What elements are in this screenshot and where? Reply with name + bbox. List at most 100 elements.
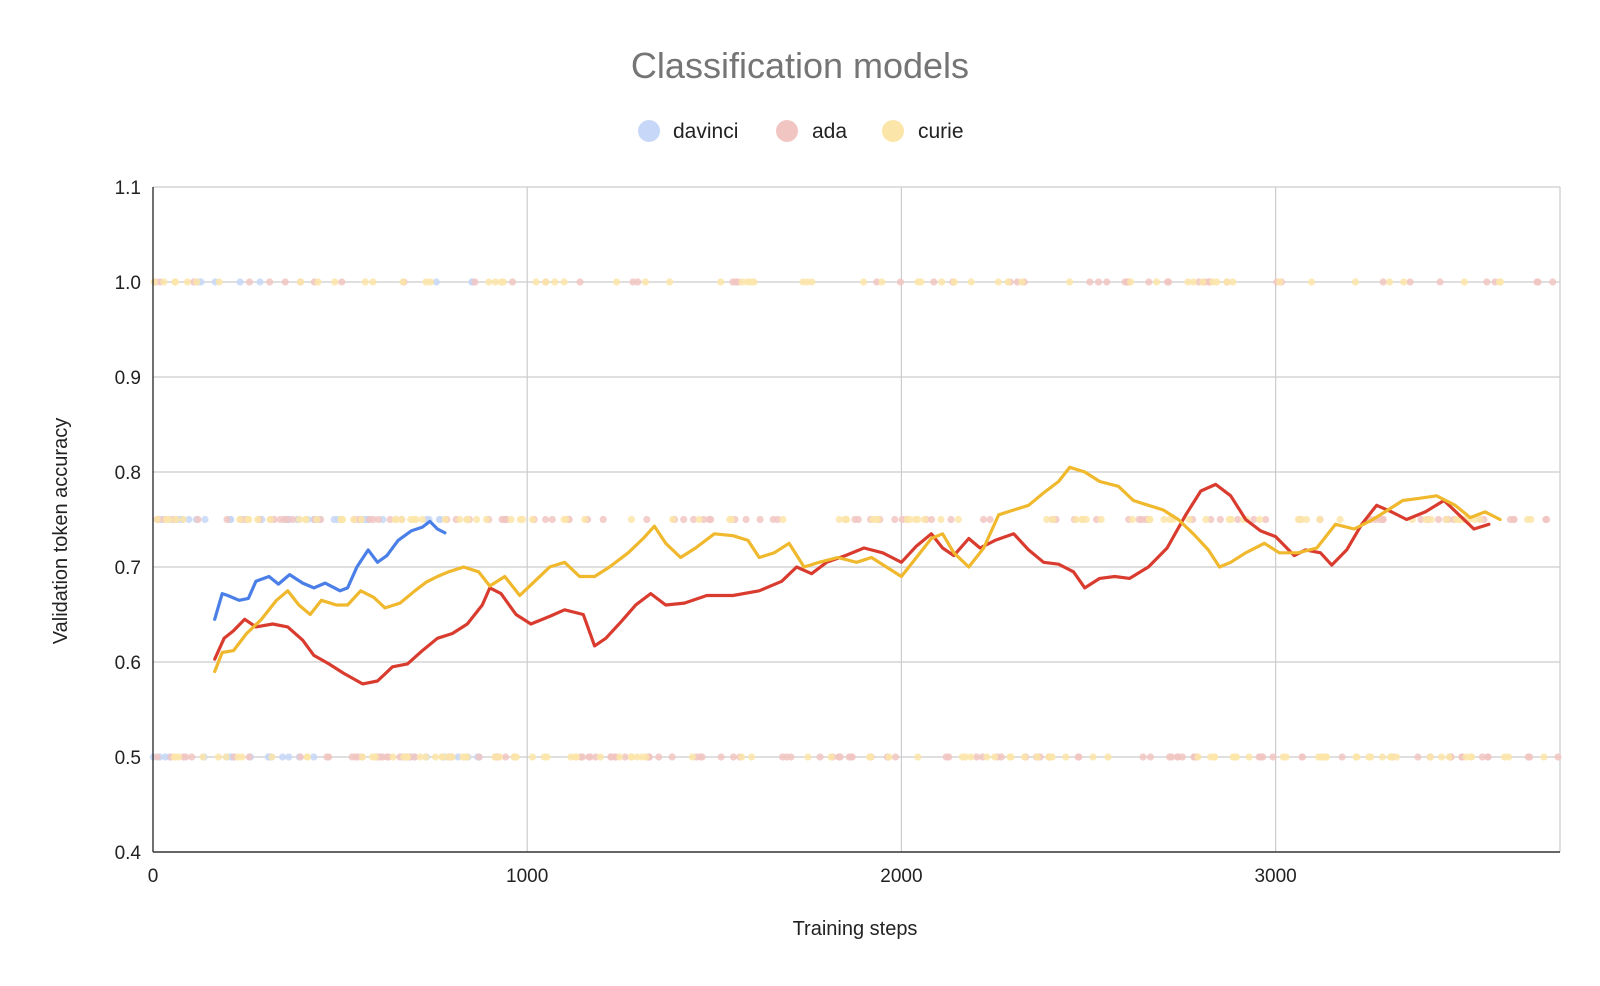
- scatter-point-curie: [160, 278, 168, 286]
- scatter-point-curie: [485, 278, 493, 286]
- scatter-point-curie: [392, 515, 400, 524]
- scatter-point-ada: [732, 278, 740, 286]
- scatter-point-curie: [1336, 515, 1344, 524]
- scatter-point-curie: [874, 515, 882, 524]
- scatter-point-curie: [560, 278, 568, 286]
- scatter-point-ada: [1298, 753, 1306, 761]
- scatter-point-curie: [1211, 753, 1219, 761]
- scatter-point-curie: [1445, 753, 1453, 761]
- scatter-point-ada: [586, 753, 594, 761]
- legend-label-curie: curie: [918, 120, 964, 143]
- legend-item-ada[interactable]: ada: [776, 120, 847, 143]
- scatter-point-curie: [268, 753, 276, 761]
- scatter-point-curie: [1194, 753, 1202, 761]
- legend-item-curie[interactable]: curie: [882, 120, 964, 143]
- scatter-point-curie: [1104, 753, 1112, 761]
- y-tick-label: 1.0: [115, 273, 141, 294]
- scatter-point-curie: [1127, 278, 1135, 286]
- scatter-point-curie: [1004, 278, 1012, 286]
- scatter-point-ada: [729, 753, 738, 761]
- scatter-point-curie: [1018, 278, 1026, 286]
- scatter-point-ada: [245, 753, 253, 761]
- scatter-point-curie: [1308, 278, 1316, 286]
- scatter-point-curie: [295, 515, 304, 524]
- gridlines: [153, 186, 1561, 852]
- scatter-point-ada: [778, 753, 787, 761]
- scatter-point-ada: [1478, 753, 1486, 761]
- scatter-point-curie: [1202, 515, 1210, 524]
- scatter-point-curie: [302, 515, 310, 524]
- scatter-point-curie: [627, 753, 635, 761]
- scatter-point-curie: [1225, 515, 1233, 524]
- scatter-point-curie: [358, 753, 366, 761]
- scatter-point-curie: [532, 278, 540, 286]
- scatter-point-ada: [502, 753, 510, 761]
- scatter-point-curie: [497, 278, 505, 286]
- scatter-point-davinci: [310, 753, 318, 761]
- scatter-point-davinci: [432, 278, 440, 286]
- scatter-point-ada: [1417, 515, 1425, 524]
- scatter-point-ada: [742, 515, 750, 524]
- legend-item-davinci[interactable]: davinci: [638, 120, 738, 143]
- scatter-point-curie: [921, 515, 929, 524]
- scatter-point-ada: [276, 515, 284, 524]
- scatter-point-ada: [717, 753, 725, 761]
- scatter-point-curie: [1072, 515, 1080, 524]
- scatter-point-curie: [1256, 515, 1264, 524]
- scatter-point-curie: [1385, 278, 1394, 286]
- axes: [152, 187, 1560, 853]
- scatter-point-ada: [475, 753, 483, 761]
- scatter-point-curie: [958, 753, 966, 761]
- scatter-point-ada: [643, 515, 651, 524]
- scatter-point-curie: [331, 278, 339, 286]
- scatter-point-curie: [1007, 753, 1015, 761]
- scatter-point-curie: [473, 515, 481, 524]
- scatter-point-curie: [1160, 515, 1168, 524]
- scatter-points: [149, 278, 1562, 761]
- scatter-point-ada: [1543, 515, 1551, 524]
- scatter-point-curie: [444, 753, 452, 761]
- scatter-point-curie: [418, 515, 426, 524]
- scatter-point-curie: [950, 278, 958, 286]
- scatter-point-ada: [891, 753, 900, 761]
- scatter-point-curie: [1165, 515, 1173, 524]
- scatter-point-davinci: [285, 753, 293, 761]
- scatter-point-ada: [756, 515, 764, 524]
- scatter-point-curie: [808, 278, 816, 286]
- scatter-point-curie: [1033, 753, 1041, 761]
- scatter-point-curie: [967, 753, 975, 761]
- scatter-point-curie: [150, 278, 158, 286]
- trend-line-curie: [213, 465, 1502, 674]
- scatter-point-curie: [350, 515, 358, 524]
- scatter-point-ada: [289, 515, 297, 524]
- scatter-point-curie: [1020, 753, 1029, 761]
- scatter-point-curie: [738, 753, 746, 761]
- scatter-point-curie: [727, 515, 735, 524]
- scatter-point-ada: [1103, 278, 1111, 286]
- legend-label-davinci: davinci: [673, 120, 738, 143]
- scatter-point-curie: [991, 753, 999, 761]
- scatter-point-curie: [562, 515, 570, 524]
- scatter-point-curie: [1316, 515, 1324, 524]
- scatter-point-curie: [528, 515, 537, 524]
- scatter-point-davinci: [279, 753, 287, 761]
- scatter-point-curie: [717, 278, 725, 286]
- scatter-point-curie: [878, 278, 886, 286]
- scatter-point-curie: [1443, 515, 1451, 524]
- scatter-point-ada: [411, 753, 419, 761]
- scatter-point-ada: [1510, 515, 1518, 524]
- scatter-point-curie: [398, 515, 406, 524]
- scatter-point-curie: [518, 515, 527, 524]
- scatter-point-curie: [994, 278, 1002, 286]
- scatter-point-curie: [193, 278, 201, 286]
- scatter-point-curie: [183, 278, 192, 286]
- scatter-point-ada: [997, 753, 1006, 761]
- scatter-point-curie: [841, 515, 849, 524]
- scatter-point-ada: [891, 515, 899, 524]
- scatter-point-curie: [1462, 753, 1470, 761]
- scatter-point-curie: [303, 753, 311, 761]
- scatter-point-ada: [1484, 753, 1492, 761]
- scatter-point-ada: [698, 753, 706, 761]
- scatter-point-curie: [399, 278, 407, 286]
